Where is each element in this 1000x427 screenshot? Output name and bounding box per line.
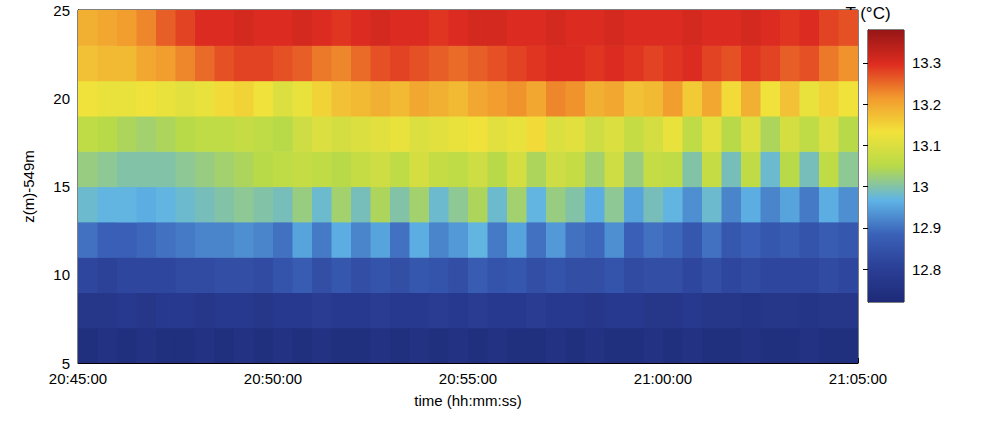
svg-text:z(m)-549m: z(m)-549m <box>20 150 37 223</box>
svg-text:21:05:00: 21:05:00 <box>829 370 887 387</box>
svg-text:T (°C): T (°C) <box>845 4 891 23</box>
svg-text:12.9: 12.9 <box>912 219 941 236</box>
svg-text:25: 25 <box>53 2 70 19</box>
svg-text:20: 20 <box>53 90 70 107</box>
svg-text:21:00:00: 21:00:00 <box>634 370 692 387</box>
svg-text:13.1: 13.1 <box>912 137 941 154</box>
svg-text:13.2: 13.2 <box>912 96 941 113</box>
svg-text:20:55:00: 20:55:00 <box>439 370 497 387</box>
svg-text:15: 15 <box>53 178 70 195</box>
svg-text:12.8: 12.8 <box>912 261 941 278</box>
svg-text:20:50:00: 20:50:00 <box>244 370 302 387</box>
svg-text:10: 10 <box>53 266 70 283</box>
svg-text:20:45:00: 20:45:00 <box>49 370 107 387</box>
svg-text:13: 13 <box>912 178 929 195</box>
svg-text:time (hh:mm:ss): time (hh:mm:ss) <box>414 392 522 409</box>
svg-text:5: 5 <box>62 355 70 372</box>
svg-text:13.3: 13.3 <box>912 54 941 71</box>
